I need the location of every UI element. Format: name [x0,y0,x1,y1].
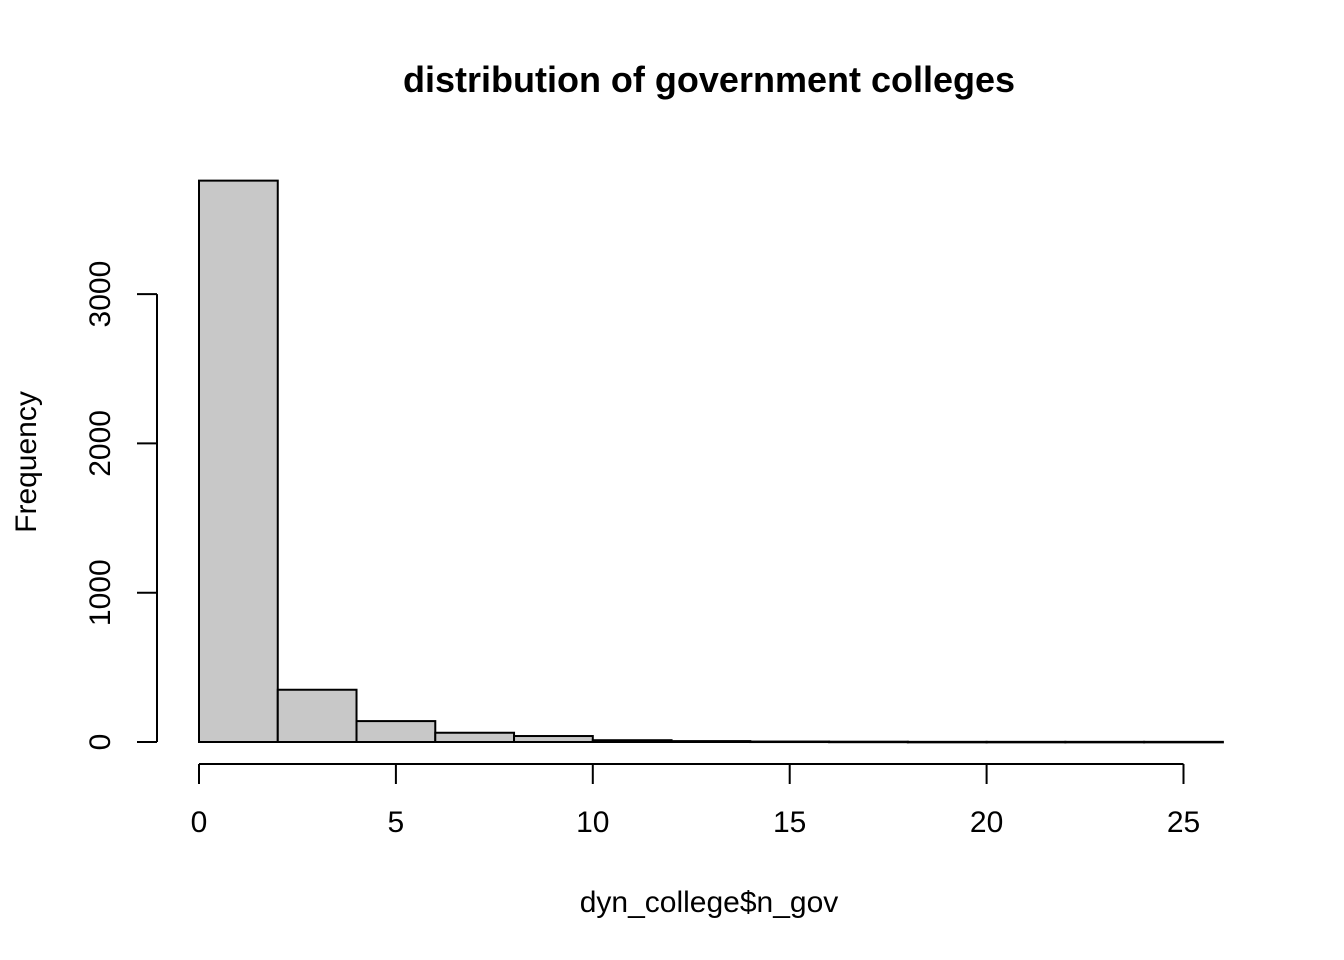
x-tick-label-0: 0 [191,806,208,839]
y-tick-label-2000: 2000 [84,410,117,477]
y-tick-label-3000: 3000 [84,261,117,328]
y-axis-label: Frequency [10,391,43,533]
histogram-bar-2 [355,720,437,744]
x-tick-label-15: 15 [773,806,806,839]
chart-title: distribution of government colleges [403,59,1015,100]
x-tick-label-25: 25 [1167,806,1200,839]
x-tick-label-5: 5 [388,806,405,839]
y-tick-label-1000: 1000 [84,559,117,626]
histogram-bar-0 [198,179,279,743]
y-axis: 0 1000 2000 3000 [84,261,158,751]
histogram-bar-1 [276,688,358,743]
x-axis-label: dyn_college$n_gov [580,886,839,919]
x-tick-label-20: 20 [970,806,1003,839]
bars-group [198,179,1224,744]
x-tick-label-10: 10 [576,806,609,839]
x-axis: 0 5 10 15 20 25 [191,763,1200,839]
histogram-bar-3 [434,731,516,744]
y-tick-label-0: 0 [84,734,117,751]
